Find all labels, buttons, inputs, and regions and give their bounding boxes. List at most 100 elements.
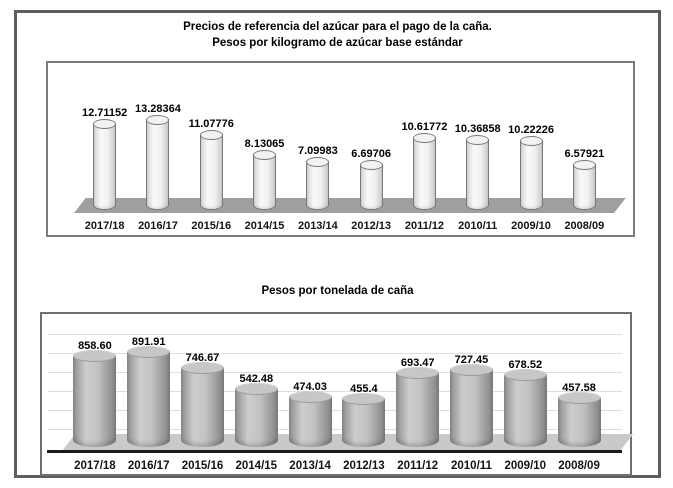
- bar-slot: 891.91: [122, 336, 176, 447]
- categories-row: 2017/18 2016/17 2015/16 2014/15 2013/14 2012/…: [78, 220, 611, 232]
- page-title-line2: Pesos por kilogramo de azúcar base están…: [212, 37, 463, 49]
- bar-cylinder: [396, 367, 440, 447]
- categories-row: 2017/18 2016/17 2015/16 2014/15 2013/14 2012/…: [68, 460, 606, 472]
- bar-slot: 455.4: [337, 382, 391, 447]
- bars-row: 858.60 891.91 746.67 542.48 474.03 455.4 693.4…: [68, 336, 606, 447]
- bar-cylinder: [127, 346, 171, 447]
- bar-value-label: 542.48: [239, 373, 274, 386]
- cylinder-top-ellipse: [519, 135, 543, 146]
- bar-cylinder: [412, 133, 436, 210]
- category-label: 2009/10: [511, 220, 551, 232]
- bar-cylinder: [519, 135, 543, 210]
- category-label: 2017/18: [84, 220, 125, 232]
- page-title: Precios de referencia del azúcar para el…: [17, 19, 658, 51]
- cylinder-top-ellipse: [449, 363, 493, 376]
- bar-slot: 13.28364: [131, 103, 184, 210]
- bar-slot: 746.67: [176, 351, 230, 447]
- cylinder-top-ellipse: [253, 149, 277, 160]
- chart-pesos-por-kilogramo: 12.71152 13.28364 11.07776 8.13065 7.09983 6.…: [46, 61, 635, 237]
- bar-cylinder: [199, 129, 223, 210]
- bar-slot: 542.48: [229, 373, 283, 447]
- bar-slot: 10.61772: [398, 121, 451, 210]
- bar-value-label: 6.57921: [564, 148, 605, 161]
- cylinder-top-ellipse: [396, 367, 440, 380]
- bar-cylinder: [449, 363, 493, 447]
- bar-slot: 10.22226: [504, 124, 557, 210]
- bar-value-label: 12.71152: [82, 106, 128, 119]
- gridline: [48, 410, 622, 411]
- bar-slot: 474.03: [283, 380, 337, 447]
- chart-subtitle: Pesos por tonelada de caña: [261, 285, 414, 297]
- bar-value-label: 7.09983: [297, 144, 338, 157]
- cylinder-top-ellipse: [288, 390, 332, 403]
- bar-value-label: 858.60: [78, 339, 112, 352]
- category-label: 2008/09: [564, 220, 605, 232]
- bar-cylinder: [466, 134, 490, 210]
- bar-cylinder: [572, 160, 596, 210]
- bar-slot: 457.58: [552, 382, 606, 447]
- bar-value-label: 10.36858: [454, 122, 501, 135]
- cylinder-top-ellipse: [234, 383, 278, 396]
- cylinder-top-ellipse: [572, 160, 596, 171]
- gridline: [48, 372, 622, 373]
- bar-value-label: 727.45: [454, 353, 489, 366]
- category-label: 2015/16: [191, 220, 232, 232]
- bar-value-label: 11.07776: [188, 117, 234, 130]
- bar-slot: 11.07776: [185, 118, 238, 210]
- category-label: 2012/13: [351, 220, 392, 232]
- category-label: 2013/14: [297, 220, 338, 232]
- bar-slot: 858.60: [68, 339, 122, 447]
- bar-value-label: 474.03: [293, 380, 327, 393]
- cylinder-top-ellipse: [73, 349, 117, 362]
- gridline: [48, 429, 622, 430]
- category-label: 2012/13: [343, 460, 385, 472]
- cylinder-top-ellipse: [557, 392, 601, 405]
- gridline: [48, 334, 622, 335]
- bar-value-label: 746.67: [185, 351, 220, 364]
- bar-cylinder: [359, 159, 383, 210]
- category-label: 2011/12: [404, 220, 444, 232]
- bar-value-label: 6.69706: [351, 147, 392, 160]
- bar-value-label: 10.61772: [401, 121, 448, 134]
- bars-row: 12.71152 13.28364 11.07776 8.13065 7.09983 6.…: [78, 103, 611, 210]
- cylinder-top-ellipse: [306, 156, 330, 167]
- category-label: 2015/16: [181, 460, 224, 472]
- bar-value-label: 678.52: [508, 358, 543, 371]
- category-label: 2016/17: [138, 220, 178, 232]
- bar-cylinder: [557, 392, 601, 447]
- cylinder-top-ellipse: [180, 361, 224, 374]
- category-label: 2014/15: [235, 460, 278, 472]
- bar-value-label: 10.22226: [508, 123, 554, 136]
- axis-baseline: [47, 450, 622, 453]
- cylinder-top-ellipse: [146, 115, 170, 125]
- cylinder-top-ellipse: [412, 133, 436, 144]
- bar-slot: 6.69706: [344, 148, 397, 210]
- bar-value-label: 13.28364: [135, 103, 181, 115]
- bar-value-label: 891.91: [131, 336, 166, 348]
- bar-slot: 8.13065: [238, 138, 291, 210]
- gridline: [48, 353, 622, 354]
- bar-value-label: 693.47: [400, 357, 435, 370]
- bar-slot: 727.45: [445, 353, 499, 447]
- bar-value-label: 457.58: [562, 382, 596, 395]
- chart-pesos-por-tonelada: 858.60 891.91 746.67 542.48 474.03 455.4 693.4…: [40, 312, 634, 476]
- bar-value-label: 8.13065: [244, 137, 285, 150]
- bar-cylinder: [288, 390, 332, 447]
- bar-slot: 10.36858: [451, 123, 504, 210]
- category-label: 2009/10: [504, 460, 547, 472]
- bar-cylinder: [93, 118, 117, 210]
- bar-cylinder: [253, 149, 277, 210]
- bar-cylinder: [306, 156, 330, 210]
- bar-cylinder: [146, 115, 170, 210]
- category-label: 2017/18: [74, 460, 116, 472]
- category-label: 2013/14: [289, 460, 331, 472]
- category-label: 2014/15: [244, 220, 285, 232]
- bar-cylinder: [234, 383, 278, 447]
- bar-slot: 7.09983: [291, 145, 344, 210]
- cylinder-top-ellipse: [342, 392, 386, 405]
- bar-slot: 12.71152: [78, 107, 131, 210]
- bar-value-label: 455.4: [350, 382, 378, 395]
- gridline: [48, 391, 622, 392]
- category-label: 2008/09: [558, 460, 600, 472]
- cylinder-top-ellipse: [127, 346, 171, 358]
